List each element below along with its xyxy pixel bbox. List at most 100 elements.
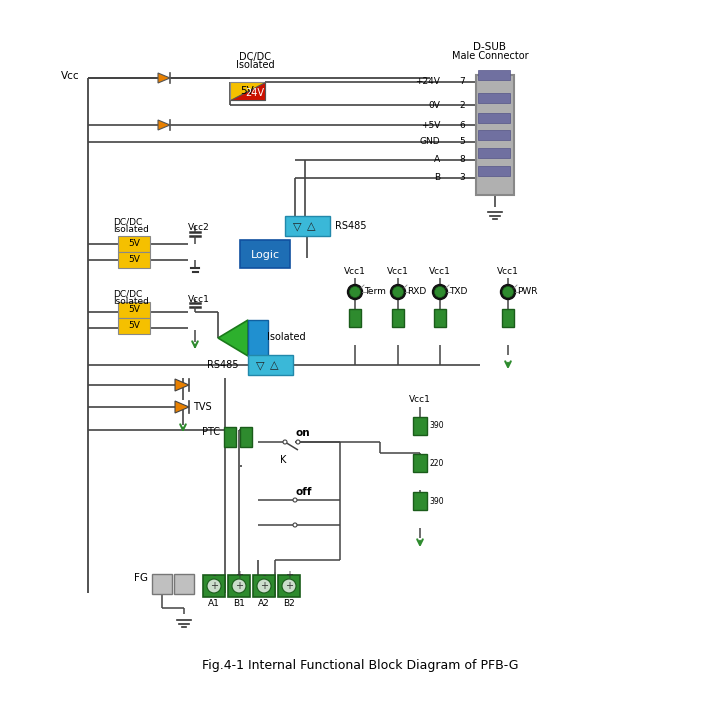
Bar <box>434 309 446 327</box>
Text: DC/DC: DC/DC <box>113 289 143 299</box>
Text: A1: A1 <box>208 599 220 607</box>
Text: Vcc1: Vcc1 <box>344 268 366 277</box>
Text: D-SUB: D-SUB <box>474 42 506 52</box>
Text: 2: 2 <box>459 100 465 109</box>
Text: Term: Term <box>364 287 386 297</box>
Text: DC/DC: DC/DC <box>113 217 143 227</box>
Text: Isolated: Isolated <box>267 332 305 342</box>
Bar <box>413 492 427 510</box>
Text: PTC: PTC <box>202 427 220 437</box>
Text: Vcc1: Vcc1 <box>497 268 519 277</box>
Bar <box>413 454 427 472</box>
Text: Isolated: Isolated <box>235 60 274 70</box>
Text: Vcc1: Vcc1 <box>387 268 409 277</box>
Circle shape <box>232 579 246 593</box>
Text: 5V: 5V <box>240 86 254 96</box>
Bar <box>248 320 268 356</box>
Text: △: △ <box>307 221 315 231</box>
Bar <box>152 574 172 594</box>
Text: Logic: Logic <box>251 250 279 260</box>
Text: TXD: TXD <box>449 287 467 297</box>
Text: DC/DC: DC/DC <box>239 52 271 62</box>
Text: 3: 3 <box>459 174 465 182</box>
Text: off: off <box>295 487 312 497</box>
Circle shape <box>434 287 446 297</box>
Bar <box>230 82 265 100</box>
Text: Male Connector: Male Connector <box>451 51 528 61</box>
Polygon shape <box>158 73 170 83</box>
Bar <box>502 309 514 327</box>
Bar <box>174 574 194 594</box>
Polygon shape <box>175 379 189 391</box>
Text: -: - <box>212 570 216 580</box>
Circle shape <box>390 285 405 299</box>
Text: 390: 390 <box>429 421 444 431</box>
Text: Isolated: Isolated <box>113 297 149 306</box>
Circle shape <box>296 440 300 444</box>
Circle shape <box>392 287 403 297</box>
Text: +: + <box>285 581 293 591</box>
Bar <box>248 355 293 375</box>
Text: 24V: 24V <box>246 88 264 98</box>
Circle shape <box>349 287 361 297</box>
Text: 5V: 5V <box>128 239 140 249</box>
Bar <box>118 318 150 334</box>
Text: RS485: RS485 <box>335 221 366 231</box>
Text: 0V: 0V <box>428 100 440 109</box>
Bar <box>240 240 290 268</box>
Text: 5V: 5V <box>128 306 140 314</box>
Text: B: B <box>434 174 440 182</box>
Circle shape <box>500 285 516 299</box>
Bar <box>478 148 510 158</box>
Text: 6: 6 <box>459 121 465 129</box>
Text: Isolated: Isolated <box>113 225 149 234</box>
Bar <box>478 113 510 123</box>
Text: 5V: 5V <box>128 256 140 265</box>
Text: +24V: +24V <box>415 78 440 87</box>
Text: 7: 7 <box>459 78 465 87</box>
Text: ▽: ▽ <box>293 221 302 231</box>
Text: B2: B2 <box>283 599 295 607</box>
Text: on: on <box>295 428 310 438</box>
Circle shape <box>282 579 296 593</box>
Bar <box>476 75 514 195</box>
Text: 5: 5 <box>459 138 465 147</box>
Circle shape <box>503 287 513 297</box>
Text: Fig.4-1 Internal Functional Block Diagram of PFB-G: Fig.4-1 Internal Functional Block Diagra… <box>202 659 518 671</box>
Bar <box>240 427 252 447</box>
Text: 390: 390 <box>429 496 444 505</box>
Text: 5V: 5V <box>128 321 140 330</box>
Text: B1: B1 <box>233 599 245 607</box>
Bar <box>285 216 330 236</box>
Text: +: + <box>285 570 293 580</box>
Bar <box>478 166 510 176</box>
Text: +: + <box>235 570 243 580</box>
Text: Vcc: Vcc <box>61 71 80 81</box>
Text: +: + <box>260 581 268 591</box>
Circle shape <box>433 285 448 299</box>
Bar <box>228 575 250 597</box>
Polygon shape <box>230 82 265 100</box>
Text: TVS: TVS <box>193 402 212 412</box>
Text: PWR: PWR <box>517 287 538 297</box>
Text: Vcc1: Vcc1 <box>409 395 431 405</box>
Bar <box>413 417 427 435</box>
Text: FG: FG <box>134 573 148 583</box>
Text: △: △ <box>270 360 279 370</box>
Circle shape <box>348 285 362 299</box>
Text: Vcc1: Vcc1 <box>188 296 210 304</box>
Circle shape <box>293 498 297 502</box>
Polygon shape <box>175 401 189 413</box>
Text: ▽: ▽ <box>256 360 264 370</box>
Polygon shape <box>158 120 170 130</box>
Polygon shape <box>218 320 248 356</box>
Text: RXD: RXD <box>407 287 426 297</box>
Circle shape <box>207 579 221 593</box>
Bar <box>478 130 510 140</box>
Bar <box>203 575 225 597</box>
Bar <box>278 575 300 597</box>
Bar <box>478 93 510 103</box>
Text: 8: 8 <box>459 155 465 164</box>
Text: 220: 220 <box>429 458 444 467</box>
Text: +5V: +5V <box>420 121 440 129</box>
